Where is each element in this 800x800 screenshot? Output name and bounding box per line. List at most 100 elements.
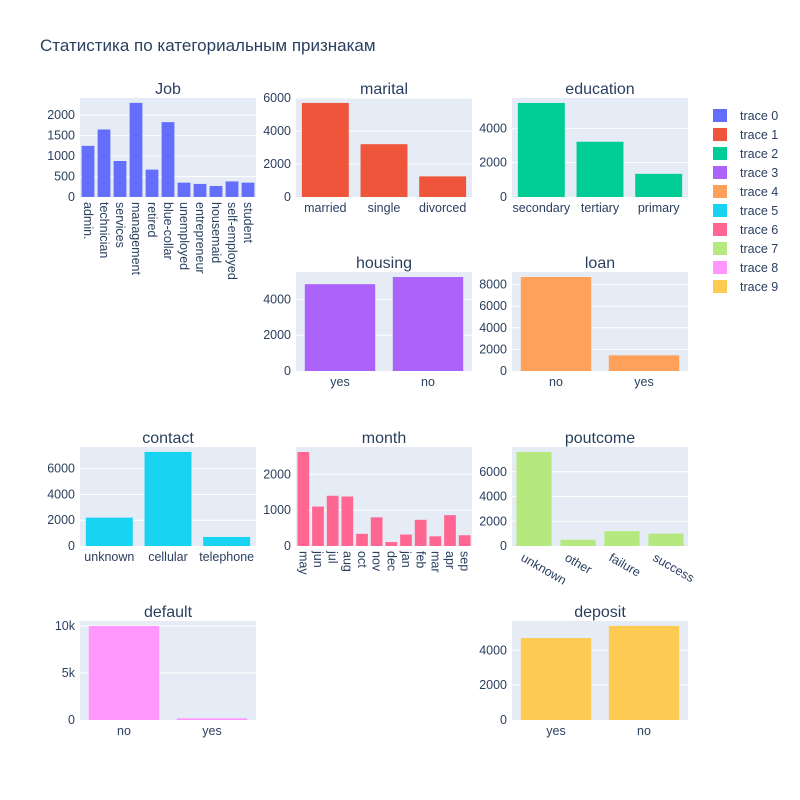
x-tick-label: married <box>304 201 346 215</box>
bar-deposit-no[interactable] <box>608 625 680 720</box>
y-tick-label: 4000 <box>263 124 291 138</box>
legend-swatch <box>713 147 727 160</box>
bar-job-services[interactable] <box>113 161 127 197</box>
legend: trace 0 trace 1 trace 2 trace 3 trace 4 trace… <box>713 109 778 294</box>
x-tick-label: apr <box>443 551 457 569</box>
bar-job-unemployed[interactable] <box>177 182 191 197</box>
x-tick-label: single <box>368 201 401 215</box>
legend-item-trace-0[interactable]: trace 0 <box>713 109 778 123</box>
legend-item-trace-1[interactable]: trace 1 <box>713 128 778 142</box>
x-tick-label: yes <box>330 375 349 389</box>
legend-item-trace-9[interactable]: trace 9 <box>713 280 778 294</box>
bar-job-admin[interactable] <box>81 145 95 197</box>
bar-housing-yes[interactable] <box>304 284 376 371</box>
legend-label: trace 0 <box>740 109 778 123</box>
bar-month-jul[interactable] <box>326 495 339 546</box>
x-tick-label: services <box>113 202 127 248</box>
bar-job-student[interactable] <box>241 182 255 197</box>
bar-poutcome-success[interactable] <box>648 533 684 546</box>
bar-month-mar[interactable] <box>429 536 442 546</box>
bar-job-blue-collar[interactable] <box>161 122 175 197</box>
bar-month-jan[interactable] <box>400 534 412 546</box>
bar-month-nov[interactable] <box>370 517 383 546</box>
bar-poutcome-unknown[interactable] <box>516 451 552 546</box>
bar-contact-telephone[interactable] <box>203 536 251 546</box>
y-tick-label: 4000 <box>479 490 507 504</box>
subplot-title: contact <box>142 430 194 447</box>
x-tick-label: tertiary <box>581 201 620 215</box>
bar-loan-yes[interactable] <box>608 355 680 371</box>
bar-marital-single[interactable] <box>360 144 408 197</box>
x-tick-label: unemployed <box>177 202 191 270</box>
y-tick-label: 0 <box>500 190 507 204</box>
x-tick-label: sep <box>458 551 472 571</box>
bar-education-tertiary[interactable] <box>576 141 624 197</box>
legend-item-trace-7[interactable]: trace 7 <box>713 242 778 256</box>
bar-default-no[interactable] <box>88 625 160 720</box>
bar-job-entrepreneur[interactable] <box>193 183 207 197</box>
legend-label: trace 9 <box>740 280 778 294</box>
subplot-title: Job <box>155 81 181 98</box>
legend-item-trace-6[interactable]: trace 6 <box>713 223 778 237</box>
y-tick-label: 1000 <box>263 503 291 517</box>
bar-month-jun[interactable] <box>312 506 324 546</box>
bar-month-dec[interactable] <box>385 542 398 546</box>
bar-deposit-yes[interactable] <box>520 638 592 720</box>
x-tick-label: unknown <box>519 550 569 587</box>
subplot-month: 0 1000 2000 may jun jul aug oct nov dec jan feb mar a… <box>263 430 472 575</box>
x-tick-label: secondary <box>512 201 570 215</box>
y-tick-label: 1500 <box>47 129 75 143</box>
bar-month-may[interactable] <box>297 452 310 546</box>
y-tick-label: 2000 <box>263 328 291 342</box>
bar-education-primary[interactable] <box>635 173 683 197</box>
legend-swatch <box>713 223 727 236</box>
plot-area <box>296 447 472 546</box>
y-tick-label: 4000 <box>47 487 75 501</box>
bar-poutcome-failure[interactable] <box>604 531 640 546</box>
bar-month-aug[interactable] <box>341 496 354 547</box>
x-tick-label: self-employed <box>225 202 239 280</box>
y-tick-label: 2000 <box>479 514 507 528</box>
subplot-title: deposit <box>574 604 626 621</box>
subplot-education: 0 2000 4000 secondary tertiary primary educati… <box>479 81 688 215</box>
legend-item-trace-5[interactable]: trace 5 <box>713 204 778 218</box>
y-tick-label: 0 <box>68 190 75 204</box>
bar-marital-divorced[interactable] <box>419 176 467 197</box>
x-tick-label: divorced <box>419 201 466 215</box>
y-tick-label: 4000 <box>479 643 507 657</box>
y-tick-label: 6000 <box>479 465 507 479</box>
bar-loan-no[interactable] <box>520 276 592 371</box>
bar-education-secondary[interactable] <box>517 102 565 197</box>
bar-job-technician[interactable] <box>97 129 111 198</box>
bar-month-sep[interactable] <box>458 535 471 546</box>
x-tick-label: dec <box>384 551 398 571</box>
bar-housing-no[interactable] <box>392 277 464 371</box>
legend-label: trace 7 <box>740 242 778 256</box>
legend-item-trace-2[interactable]: trace 2 <box>713 147 778 161</box>
legend-item-trace-8[interactable]: trace 8 <box>713 261 778 275</box>
bar-marital-married[interactable] <box>301 102 349 197</box>
legend-swatch <box>713 280 727 293</box>
legend-item-trace-3[interactable]: trace 3 <box>713 166 778 180</box>
y-tick-label: 2000 <box>47 108 75 122</box>
bar-job-self-employed[interactable] <box>225 181 239 197</box>
bar-month-feb[interactable] <box>414 519 427 546</box>
bar-contact-unknown[interactable] <box>85 517 133 546</box>
y-tick-label: 2000 <box>479 342 507 356</box>
bar-job-housemaid[interactable] <box>209 185 223 197</box>
bar-month-oct[interactable] <box>356 533 368 546</box>
bar-job-management[interactable] <box>129 102 143 197</box>
subplot-housing: 0 2000 4000 yes no housing <box>263 255 472 389</box>
bar-contact-cellular[interactable] <box>144 451 192 546</box>
x-tick-label: yes <box>202 724 221 738</box>
subplot-title: marital <box>360 81 408 98</box>
legend-item-trace-4[interactable]: trace 4 <box>713 185 778 199</box>
bar-default-yes[interactable] <box>176 718 248 720</box>
bar-month-apr[interactable] <box>444 515 456 546</box>
y-tick-label: 6000 <box>479 299 507 313</box>
x-tick-label: no <box>421 375 435 389</box>
bar-poutcome-other[interactable] <box>560 539 596 546</box>
y-tick-label: 0 <box>500 539 507 553</box>
x-tick-label: student <box>241 202 255 244</box>
bar-job-retired[interactable] <box>145 169 159 197</box>
